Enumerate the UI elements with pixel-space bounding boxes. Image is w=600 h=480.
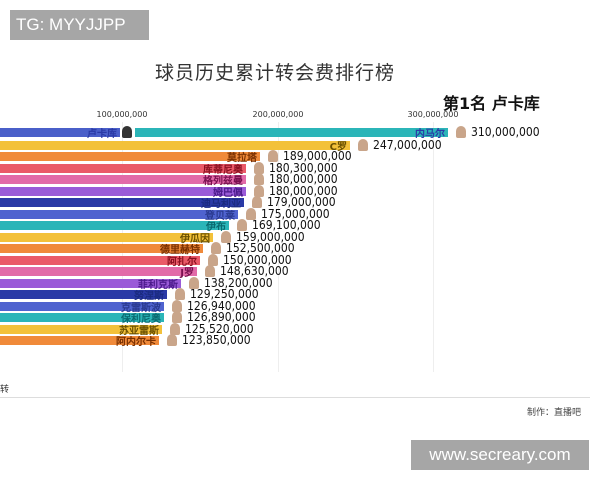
bar-label: 卢卡库: [87, 129, 117, 140]
player-avatar-icon: [211, 242, 221, 254]
player-avatar-icon: [189, 276, 199, 289]
bar: [0, 290, 167, 299]
bar: [0, 336, 159, 345]
bar-value: 152,500,000: [226, 241, 295, 255]
bar: [0, 198, 244, 207]
bar: [0, 209, 238, 219]
bar: [0, 301, 164, 311]
bar: [0, 313, 164, 322]
bar: [0, 324, 162, 334]
tg-watermark-badge: TG: MYYJJPP: [10, 10, 149, 40]
player-avatar-icon: [237, 219, 247, 231]
bar-label: 格列兹曼: [203, 176, 243, 187]
player-avatar-icon: [122, 126, 132, 138]
bar-value: 129,250,000: [190, 287, 259, 301]
player-avatar-icon: [221, 230, 231, 243]
player-avatar-icon: [172, 299, 182, 312]
player-avatar-icon: [167, 334, 177, 346]
bar-value: 125,520,000: [185, 321, 254, 336]
bar-label: 迪马利亚: [201, 199, 241, 210]
bar-value: 150,000,000: [223, 252, 292, 267]
gridline: [433, 122, 434, 372]
bar: [0, 140, 350, 150]
bar: [0, 232, 213, 242]
player-avatar-icon: [456, 126, 466, 138]
player-avatar-icon: [268, 150, 278, 162]
bar-label: 阿内尔卡: [116, 337, 156, 348]
bar-label: 姆巴佩: [213, 187, 243, 199]
chart-title: 球员历史累计转会费排行榜: [155, 62, 396, 84]
bar-value: 180,300,000: [269, 160, 338, 175]
bar: [0, 163, 246, 173]
gridline: [278, 122, 279, 372]
bar-label: 伊布: [206, 222, 226, 233]
credit-label: 制作：直播吧: [527, 408, 582, 418]
bar: [0, 186, 246, 196]
bar-value: 310,000,000: [471, 125, 540, 139]
footer-divider: [0, 397, 590, 398]
player-avatar-icon: [358, 138, 368, 151]
bar-label: 德里赫特: [160, 245, 200, 256]
bar-label: J罗: [180, 268, 194, 279]
bar-label: 克雷斯波: [121, 302, 161, 314]
footer-left-text: 转: [0, 385, 10, 395]
bar: [0, 175, 246, 184]
bar: [0, 221, 229, 230]
bar-value: 179,000,000: [267, 195, 336, 209]
bar: [135, 128, 448, 137]
player-avatar-icon: [205, 265, 215, 277]
bar-label: 库蒂尼奥: [203, 164, 243, 176]
bar-value: 148,630,000: [220, 264, 289, 278]
leader-label: 第1名 卢卡库: [443, 94, 540, 113]
player-avatar-icon: [208, 253, 218, 266]
bar: [0, 244, 203, 253]
bar-value: 180,000,000: [269, 172, 338, 186]
bar-label: 苏亚雷斯: [119, 325, 159, 337]
player-avatar-icon: [175, 288, 185, 300]
bar-value: 189,000,000: [283, 149, 352, 163]
player-avatar-icon: [254, 184, 264, 197]
bar-value: 247,000,000: [373, 137, 442, 152]
bar-label: C罗: [329, 141, 347, 153]
bar-label: 努涅斯: [134, 291, 164, 302]
x-tick-300m: 300,000,000: [407, 110, 459, 119]
player-avatar-icon: [254, 173, 264, 185]
bar-label: 菲利克斯: [138, 279, 178, 291]
player-avatar-icon: [252, 196, 262, 208]
bar: [0, 128, 120, 137]
player-avatar-icon: [170, 322, 180, 335]
bar-value: 169,100,000: [252, 218, 321, 232]
bar-label: 保利尼奥: [121, 314, 161, 325]
bar-label: 内马尔: [415, 129, 445, 140]
bar-label: 伊瓜因: [180, 233, 210, 245]
bar-label: 阿扎尔: [167, 256, 197, 268]
player-avatar-icon: [246, 207, 256, 220]
bar: [0, 278, 181, 288]
bar-value: 123,850,000: [182, 333, 251, 347]
bar-value: 126,940,000: [187, 298, 256, 313]
bar-value: 126,890,000: [187, 310, 256, 324]
bar-label: 莫拉塔: [227, 153, 257, 164]
x-tick-100m: 100,000,000: [96, 110, 148, 119]
bar: [0, 152, 260, 161]
bar-label: 登贝莱: [205, 210, 235, 222]
bar-value: 175,000,000: [261, 206, 330, 221]
bar: [0, 255, 200, 265]
bar-value: 138,200,000: [204, 275, 273, 290]
player-avatar-icon: [172, 311, 182, 323]
bar: [0, 267, 197, 276]
player-avatar-icon: [254, 161, 264, 174]
x-tick-200m: 200,000,000: [252, 110, 304, 119]
bar-value: 159,000,000: [236, 229, 305, 244]
bar-value: 180,000,000: [269, 183, 338, 198]
site-watermark-badge: www.secreary.com: [411, 440, 589, 470]
